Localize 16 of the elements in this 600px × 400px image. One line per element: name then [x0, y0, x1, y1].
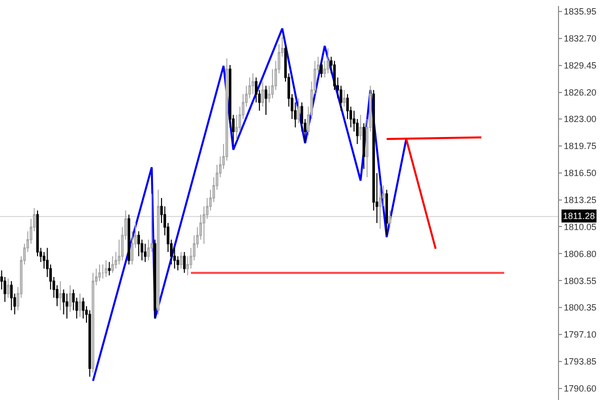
- y-tick-label: 1810.05: [564, 222, 596, 232]
- y-tick-label: 1800.35: [564, 302, 596, 312]
- y-tick-label: 1835.95: [564, 6, 596, 17]
- y-tick-label: 1797.10: [564, 329, 596, 340]
- y-tick-label: 1823.00: [564, 114, 596, 124]
- y-tick-label: 1816.50: [564, 168, 596, 178]
- y-tick-label: 1806.80: [564, 248, 596, 259]
- y-tick-label: 1793.85: [564, 356, 596, 366]
- y-tick-label: 1813.25: [564, 195, 596, 206]
- y-tick-label: 1826.20: [564, 88, 596, 98]
- y-tick-label: 1803.55: [564, 276, 596, 286]
- y-tick-label: 1829.45: [564, 60, 596, 71]
- ref-line-label: 1811.28: [563, 211, 595, 221]
- y-tick-label: 1832.70: [564, 34, 596, 44]
- y-tick-label: 1819.75: [564, 141, 596, 152]
- y-tick-label: 1790.60: [564, 384, 596, 394]
